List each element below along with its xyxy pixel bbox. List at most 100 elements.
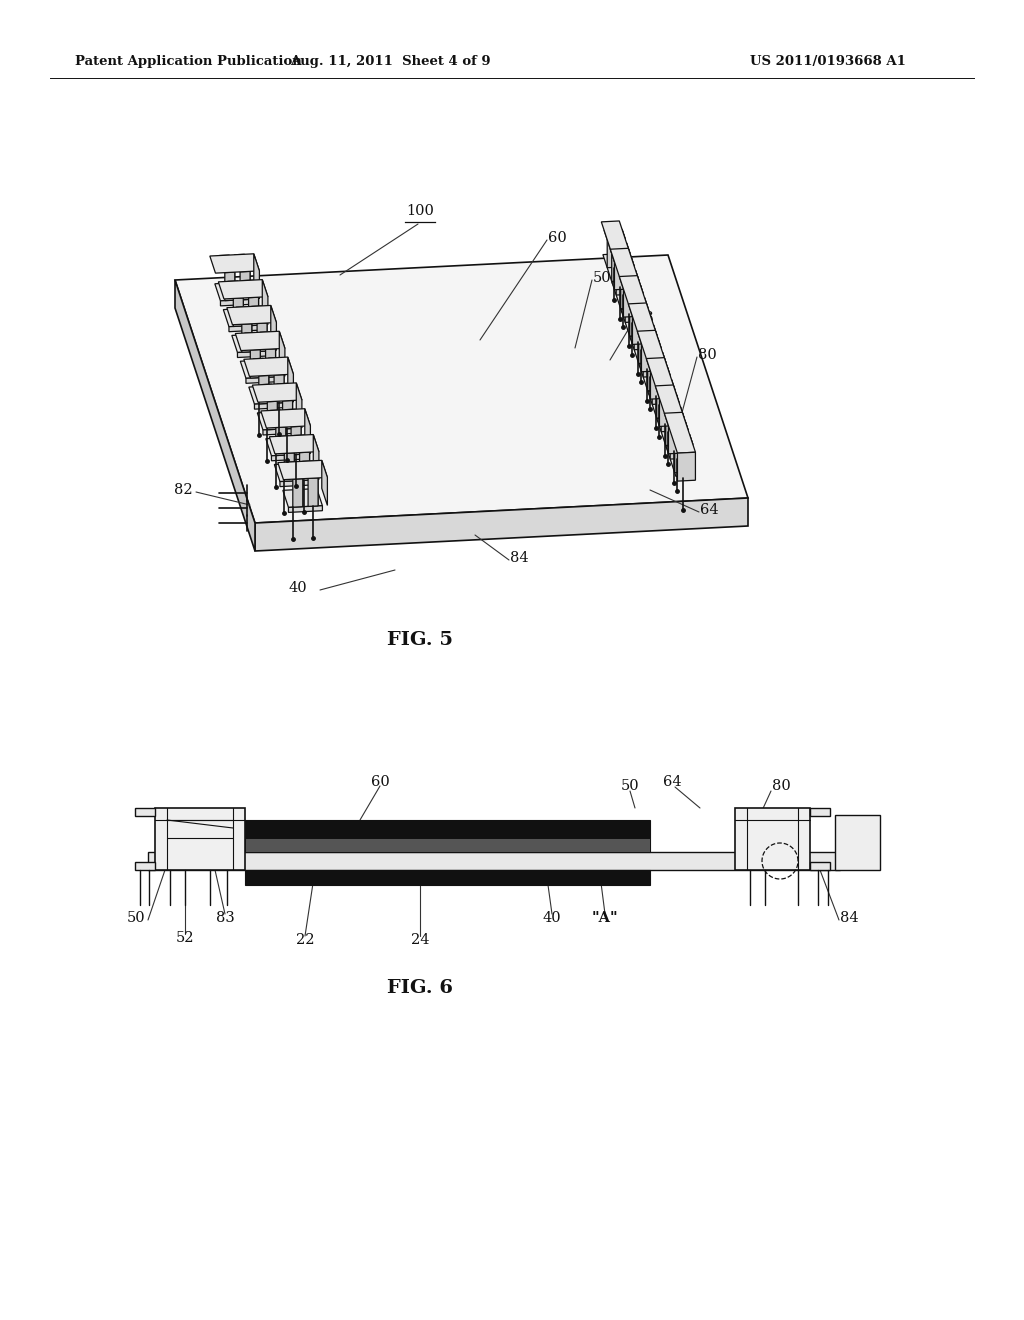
Polygon shape — [135, 808, 155, 816]
Polygon shape — [297, 462, 303, 507]
Polygon shape — [288, 358, 294, 403]
Polygon shape — [155, 808, 245, 870]
Polygon shape — [308, 478, 318, 507]
Polygon shape — [656, 389, 675, 418]
Text: 60: 60 — [371, 775, 389, 789]
Polygon shape — [253, 280, 259, 325]
Polygon shape — [612, 281, 640, 313]
Polygon shape — [243, 280, 259, 298]
Polygon shape — [631, 256, 634, 294]
Polygon shape — [622, 230, 626, 267]
Polygon shape — [215, 282, 254, 301]
Polygon shape — [233, 298, 244, 326]
Polygon shape — [294, 436, 309, 453]
Polygon shape — [227, 305, 276, 325]
Polygon shape — [621, 280, 639, 309]
Polygon shape — [274, 463, 314, 482]
Polygon shape — [266, 437, 305, 455]
Polygon shape — [269, 434, 318, 454]
Text: 22: 22 — [296, 933, 314, 946]
Polygon shape — [663, 352, 666, 389]
Polygon shape — [662, 403, 679, 432]
Polygon shape — [285, 453, 294, 482]
Text: 83: 83 — [635, 312, 653, 325]
Polygon shape — [650, 370, 669, 399]
Polygon shape — [835, 814, 880, 870]
Polygon shape — [681, 407, 684, 445]
Polygon shape — [296, 383, 302, 428]
Polygon shape — [636, 325, 656, 335]
Polygon shape — [220, 300, 254, 306]
Polygon shape — [639, 309, 649, 343]
Polygon shape — [250, 350, 260, 378]
Polygon shape — [622, 284, 643, 294]
Polygon shape — [634, 321, 652, 350]
Polygon shape — [667, 366, 670, 404]
Polygon shape — [667, 421, 688, 432]
Polygon shape — [627, 298, 648, 308]
Polygon shape — [648, 362, 666, 391]
Polygon shape — [672, 380, 675, 417]
Polygon shape — [684, 445, 694, 480]
Polygon shape — [633, 315, 650, 345]
Polygon shape — [270, 331, 275, 376]
Polygon shape — [607, 239, 626, 268]
Polygon shape — [246, 306, 252, 352]
Polygon shape — [237, 306, 252, 325]
Polygon shape — [245, 820, 650, 851]
Polygon shape — [289, 436, 294, 480]
Polygon shape — [218, 280, 268, 298]
Polygon shape — [296, 409, 301, 454]
Polygon shape — [253, 358, 268, 376]
Polygon shape — [255, 333, 260, 378]
Polygon shape — [669, 425, 686, 454]
Polygon shape — [229, 255, 234, 300]
Polygon shape — [653, 380, 675, 391]
Polygon shape — [270, 411, 286, 428]
Polygon shape — [641, 343, 659, 372]
Text: 80: 80 — [772, 779, 791, 793]
Polygon shape — [287, 462, 303, 479]
Polygon shape — [279, 358, 284, 403]
Polygon shape — [255, 498, 748, 550]
Polygon shape — [610, 248, 641, 289]
Polygon shape — [241, 359, 280, 379]
Polygon shape — [279, 436, 294, 453]
Polygon shape — [640, 339, 662, 348]
Polygon shape — [245, 333, 260, 350]
Polygon shape — [252, 306, 267, 323]
Polygon shape — [175, 255, 748, 523]
Text: 84: 84 — [840, 911, 859, 925]
Polygon shape — [640, 284, 643, 322]
Polygon shape — [636, 271, 639, 308]
Polygon shape — [643, 348, 662, 378]
Polygon shape — [603, 253, 631, 285]
Polygon shape — [260, 331, 275, 350]
Polygon shape — [245, 838, 650, 851]
Polygon shape — [238, 281, 244, 326]
Polygon shape — [304, 436, 309, 480]
Polygon shape — [810, 862, 830, 870]
Polygon shape — [735, 808, 810, 870]
Polygon shape — [257, 323, 267, 351]
Polygon shape — [658, 339, 662, 376]
Polygon shape — [666, 445, 694, 477]
Polygon shape — [271, 454, 305, 461]
Text: Patent Application Publication: Patent Application Publication — [75, 55, 302, 69]
Polygon shape — [257, 411, 297, 430]
Polygon shape — [278, 461, 328, 479]
Polygon shape — [219, 255, 234, 273]
Polygon shape — [648, 335, 657, 371]
Polygon shape — [270, 305, 276, 351]
Polygon shape — [601, 220, 633, 261]
Polygon shape — [274, 375, 284, 403]
Polygon shape — [263, 428, 297, 436]
Polygon shape — [267, 401, 278, 430]
Polygon shape — [268, 358, 284, 375]
Polygon shape — [604, 230, 626, 240]
Text: 50: 50 — [621, 779, 639, 793]
Polygon shape — [312, 461, 318, 506]
Polygon shape — [289, 506, 323, 512]
Polygon shape — [608, 243, 630, 253]
Polygon shape — [265, 348, 275, 378]
